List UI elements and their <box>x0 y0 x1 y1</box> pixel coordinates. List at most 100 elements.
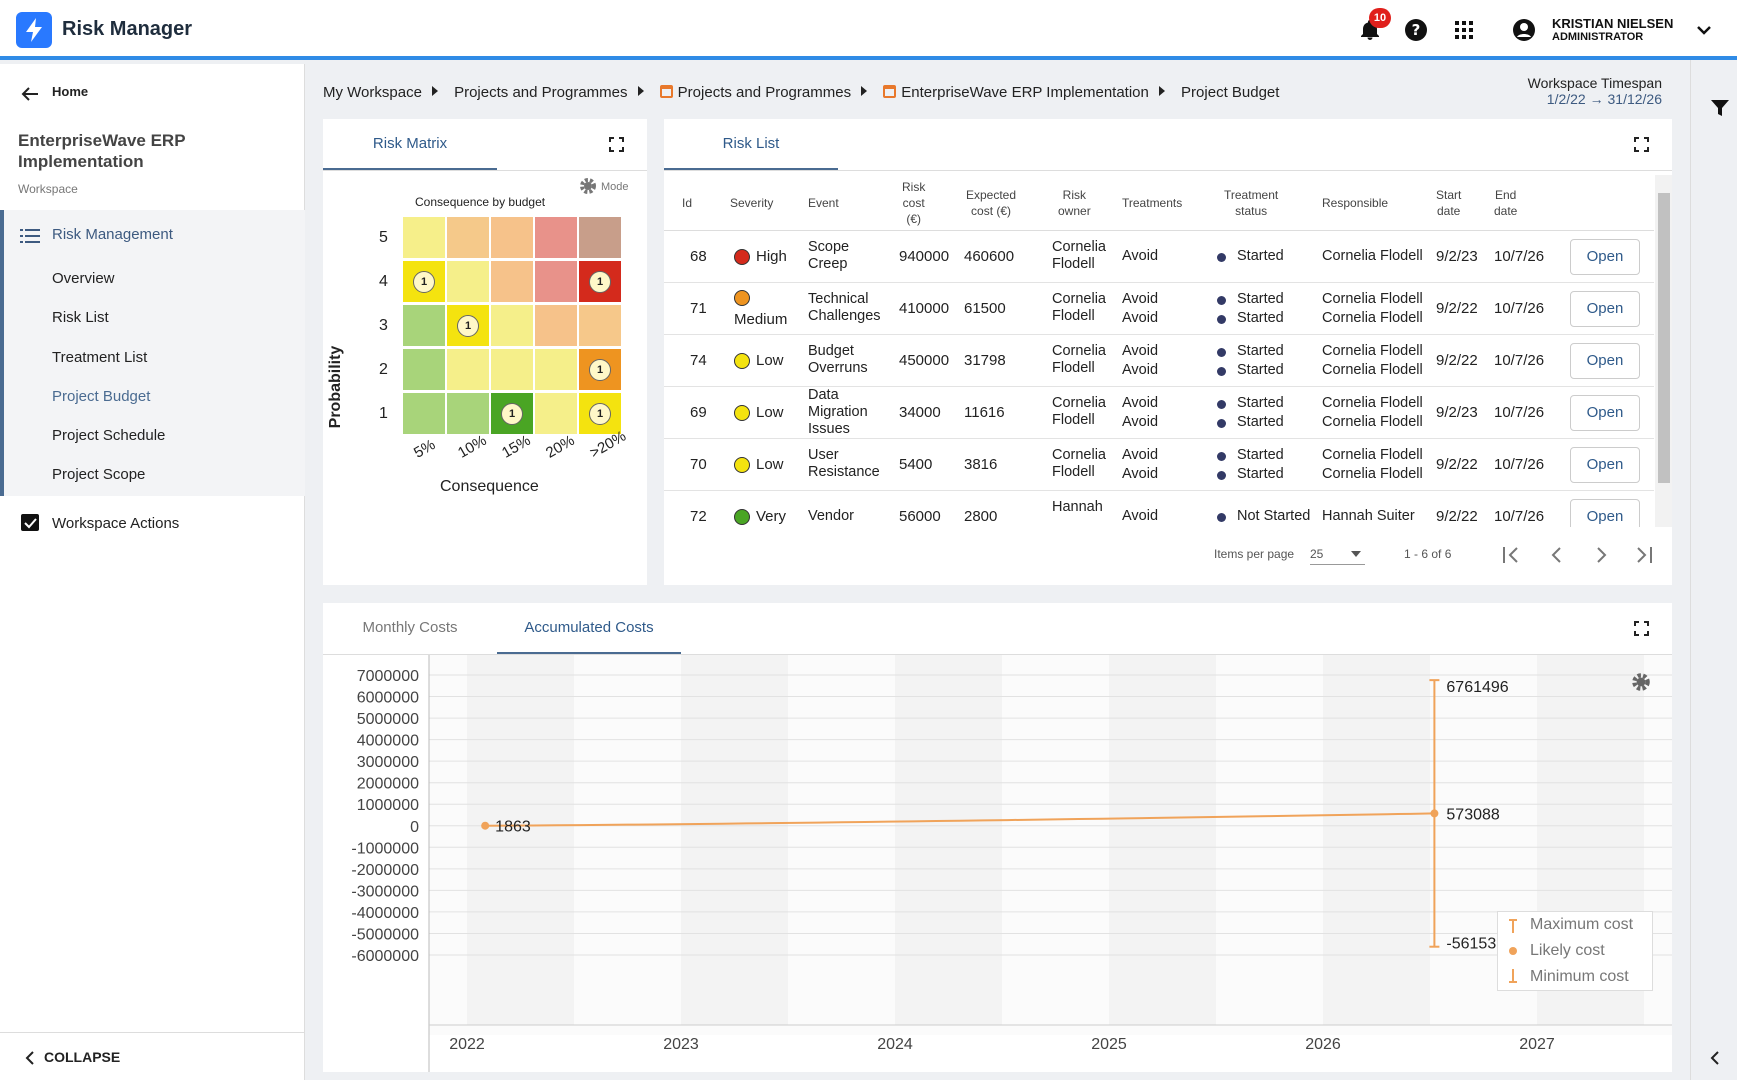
app-logo-icon[interactable] <box>16 12 52 48</box>
legend-likely-cost[interactable]: Likely cost <box>1530 942 1605 959</box>
nav-project-budget[interactable]: Project Budget <box>52 388 151 405</box>
matrix-count-badge[interactable]: 1 <box>501 403 523 425</box>
matrix-cell[interactable] <box>447 261 489 302</box>
breadcrumb-item[interactable]: My Workspace <box>323 84 422 101</box>
matrix-count-badge[interactable]: 1 <box>589 359 611 381</box>
matrix-cell[interactable] <box>535 305 577 346</box>
collapse-button[interactable]: COLLAPSE <box>0 1032 305 1080</box>
matrix-count-badge[interactable]: 1 <box>457 315 479 337</box>
col-event[interactable]: Event <box>808 196 839 210</box>
prev-page-icon[interactable] <box>1546 545 1568 565</box>
matrix-cell[interactable] <box>491 305 533 346</box>
next-page-icon[interactable] <box>1590 545 1612 565</box>
breadcrumb-current: Project Budget <box>1181 84 1280 101</box>
table-row[interactable]: 72 Very Vendor 56000 2800 Hannah Avoid Not Star… <box>664 491 1654 527</box>
arrow-left-icon[interactable] <box>20 84 40 104</box>
open-button[interactable]: Open <box>1570 239 1640 275</box>
legend-min-cost[interactable]: Minimum cost <box>1530 968 1629 985</box>
scrollbar-thumb[interactable] <box>1658 193 1670 483</box>
timespan-value[interactable]: 1/2/22 → 31/12/26 <box>1546 91 1662 107</box>
matrix-cell[interactable] <box>447 349 489 390</box>
matrix-count-badge[interactable]: 1 <box>589 271 611 293</box>
nav-project-schedule[interactable]: Project Schedule <box>52 427 166 444</box>
col-start-date[interactable]: Start date <box>1436 188 1462 218</box>
matrix-cell[interactable] <box>535 261 577 302</box>
tab-risk-matrix[interactable]: Risk Matrix <box>323 135 497 171</box>
cell-event[interactable]: User Resistance <box>808 447 880 480</box>
matrix-cell[interactable] <box>403 305 445 346</box>
open-button[interactable]: Open <box>1570 395 1640 431</box>
legend-max-cost[interactable]: Maximum cost <box>1530 916 1634 933</box>
table-scrollbar[interactable] <box>1655 175 1672 527</box>
table-row[interactable]: 74 Low Budget Overruns 450000 31798 Cornelia … <box>664 335 1654 387</box>
cell-event[interactable]: Data Migration Issues <box>808 387 868 437</box>
table-row[interactable]: 71 Medium Technical Challenges 410000 61500 C… <box>664 283 1654 335</box>
breadcrumb-item[interactable]: Projects and Programmes <box>677 84 852 101</box>
tab-accumulated-costs[interactable]: Accumulated Costs <box>497 619 681 655</box>
col-treatments[interactable]: Treatments <box>1122 196 1183 210</box>
cell-event[interactable]: Budget Overruns <box>808 343 868 376</box>
items-per-page-select[interactable]: 25 <box>1310 547 1365 565</box>
matrix-cell[interactable] <box>447 393 489 434</box>
col-end-date[interactable]: End date <box>1494 188 1518 218</box>
col-risk-owner[interactable]: Risk owner <box>1058 188 1091 218</box>
chevron-down-icon[interactable] <box>1692 18 1716 42</box>
matrix-cell[interactable] <box>403 349 445 390</box>
matrix-cell[interactable] <box>579 217 621 258</box>
matrix-cell[interactable] <box>491 217 533 258</box>
home-link[interactable]: Home <box>52 84 89 99</box>
matrix-cell[interactable] <box>491 261 533 302</box>
matrix-count-badge[interactable]: 1 <box>413 271 435 293</box>
filter-icon[interactable] <box>1710 98 1730 118</box>
open-button[interactable]: Open <box>1570 343 1640 379</box>
tab-risk-list[interactable]: Risk List <box>664 135 838 171</box>
breadcrumb-item[interactable]: Projects and Programmes <box>454 84 628 101</box>
col-severity[interactable]: Severity <box>730 196 774 210</box>
first-page-icon[interactable] <box>1501 545 1523 565</box>
tab-monthly-costs[interactable]: Monthly Costs <box>362 619 458 636</box>
help-icon[interactable]: ? <box>1404 18 1428 42</box>
gear-icon[interactable] <box>1630 671 1652 693</box>
open-button[interactable]: Open <box>1570 499 1640 527</box>
nav-treatment-list[interactable]: Treatment List <box>52 349 148 366</box>
matrix-cell[interactable] <box>579 305 621 346</box>
table-row[interactable]: 69 Low Data Migration Issues 34000 11616 Corn… <box>664 387 1654 439</box>
nav-risk-management[interactable]: Risk Management <box>52 226 173 243</box>
col-treatment-status[interactable]: Treatment status <box>1224 188 1279 218</box>
chevron-left-icon[interactable] <box>1708 1050 1722 1066</box>
matrix-count-badge[interactable]: 1 <box>589 403 611 425</box>
matrix-cell[interactable] <box>535 393 577 434</box>
nav-project-scope[interactable]: Project Scope <box>52 466 146 483</box>
fullscreen-icon[interactable] <box>1634 137 1649 152</box>
col-risk-cost[interactable]: Risk cost (€) <box>902 180 926 226</box>
gear-icon[interactable] <box>578 176 598 196</box>
table-row[interactable]: 70 Low User Resistance 5400 3816 Cornelia Flo… <box>664 439 1654 491</box>
nav-risk-list[interactable]: Risk List <box>52 309 109 326</box>
matrix-cell[interactable] <box>447 217 489 258</box>
matrix-cell[interactable] <box>403 217 445 258</box>
open-button[interactable]: Open <box>1570 447 1640 483</box>
breadcrumb-item[interactable]: EnterpriseWave ERP Implementation <box>901 84 1149 101</box>
matrix-cell[interactable] <box>403 393 445 434</box>
matrix-cell[interactable] <box>491 349 533 390</box>
apps-grid-icon[interactable] <box>1452 18 1476 42</box>
col-expected-cost[interactable]: Expected cost (€) <box>966 188 1017 218</box>
matrix-cell[interactable] <box>535 349 577 390</box>
fullscreen-icon[interactable] <box>609 137 624 152</box>
cell-event[interactable]: Technical Challenges <box>808 291 881 324</box>
user-name[interactable]: KRISTIAN NIELSEN <box>1552 16 1674 31</box>
cell-event[interactable]: Vendor <box>808 508 854 524</box>
nav-workspace-actions[interactable]: Workspace Actions <box>52 515 180 532</box>
col-responsible[interactable]: Responsible <box>1322 196 1389 210</box>
fullscreen-icon[interactable] <box>1634 621 1649 636</box>
account-icon[interactable] <box>1512 18 1536 42</box>
cell-event[interactable]: Scope Creep <box>808 239 850 272</box>
mode-label[interactable]: Mode <box>601 181 629 193</box>
table-row[interactable]: 68 High Scope Creep 940000 460600 Cornelia Fl… <box>664 231 1654 283</box>
col-id[interactable]: Id <box>682 196 693 210</box>
open-button[interactable]: Open <box>1570 291 1640 327</box>
last-page-icon[interactable] <box>1632 545 1654 565</box>
nav-overview[interactable]: Overview <box>52 270 115 287</box>
matrix-cell[interactable] <box>535 217 577 258</box>
likely-cost-point[interactable] <box>481 821 490 830</box>
